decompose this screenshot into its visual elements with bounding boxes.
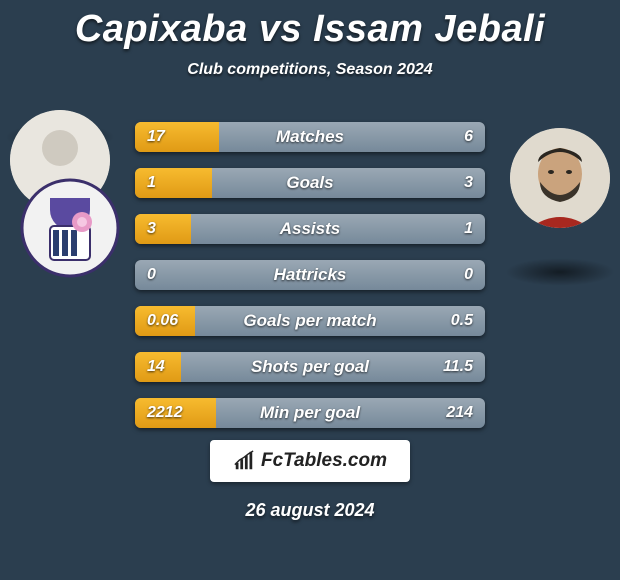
page-subtitle: Club competitions, Season 2024 [0, 61, 620, 79]
stat-label: Goals [135, 168, 485, 198]
stat-label: Goals per match [135, 306, 485, 336]
stat-label: Shots per goal [135, 352, 485, 382]
brand-badge: FcTables.com [210, 440, 410, 482]
stat-row: 176Matches [135, 122, 485, 152]
stat-label: Assists [135, 214, 485, 244]
date-text: 26 august 2024 [0, 500, 620, 521]
stat-row: 2212214Min per goal [135, 398, 485, 428]
stat-row: 00Hattricks [135, 260, 485, 290]
stat-row: 13Goals [135, 168, 485, 198]
page-title: Capixaba vs Issam Jebali [0, 0, 620, 51]
stat-label: Min per goal [135, 398, 485, 428]
brand-chart-icon [233, 450, 255, 472]
stat-label: Matches [135, 122, 485, 152]
club-badge-left [20, 178, 120, 278]
stats-bars: 176Matches 13Goals 31Assists 00Hattricks 0.0… [135, 122, 485, 444]
stat-row: 31Assists [135, 214, 485, 244]
club-shadow-right [505, 258, 615, 286]
player-avatar-right [510, 128, 610, 228]
stat-row: 0.060.5Goals per match [135, 306, 485, 336]
brand-text: FcTables.com [261, 450, 387, 472]
stat-row: 1411.5Shots per goal [135, 352, 485, 382]
stat-label: Hattricks [135, 260, 485, 290]
